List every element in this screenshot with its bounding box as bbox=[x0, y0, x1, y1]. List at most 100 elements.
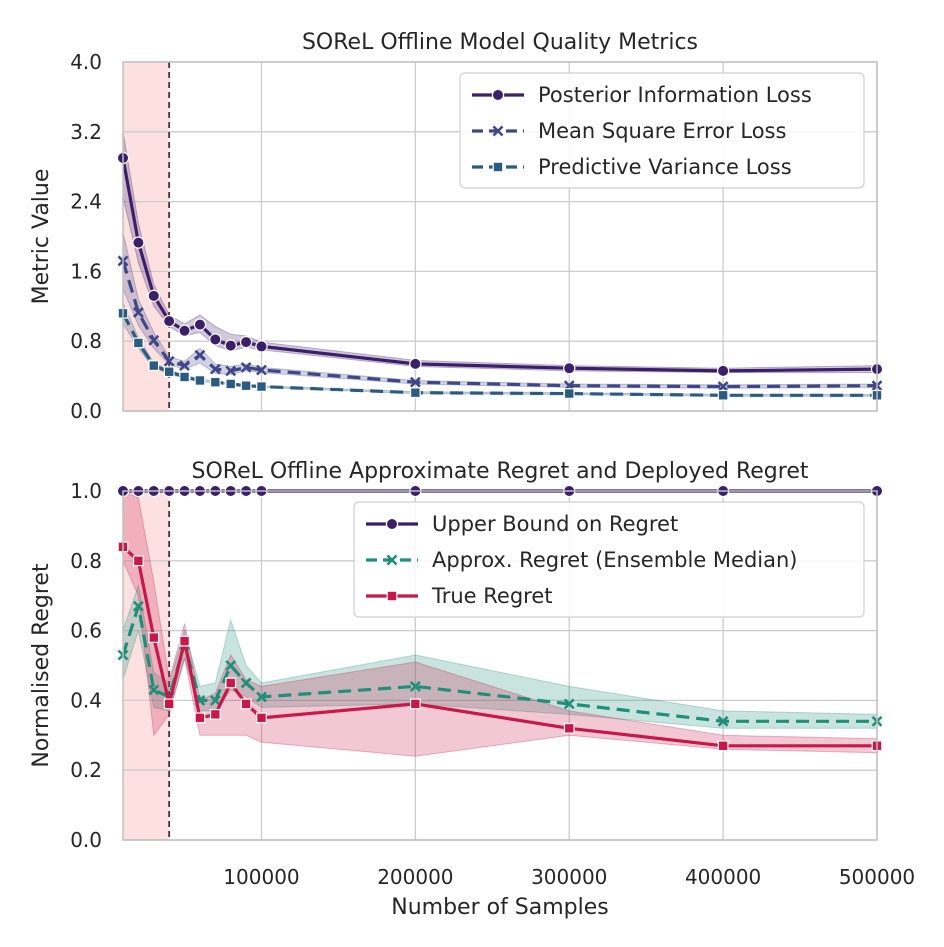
p1-point-2-2 bbox=[148, 632, 160, 643]
p1-point-2-8 bbox=[240, 698, 252, 710]
p1-y-tick-label: 0.4 bbox=[70, 688, 102, 712]
p0-point-0-12 bbox=[716, 364, 730, 378]
p0-point-1-12 bbox=[717, 381, 729, 392]
p1-legend-label-1: Approx. Regret (Ensemble Median) bbox=[432, 548, 798, 572]
p1-legend-marker-2 bbox=[386, 590, 398, 602]
p0-point-2-6 bbox=[209, 376, 221, 388]
p0-point-0-11 bbox=[563, 362, 576, 375]
p0-point-1-1 bbox=[132, 306, 144, 318]
p0-point-1-10 bbox=[409, 376, 421, 388]
p0-point-0-6 bbox=[209, 333, 222, 346]
p0-point-0-4 bbox=[178, 324, 191, 337]
p0-y-tick-label: 3.2 bbox=[70, 120, 102, 144]
p0-y-tick-label: 2.4 bbox=[70, 190, 102, 214]
p1-x-tick-label: 100000 bbox=[223, 865, 299, 889]
p0-chart-title: SOReL Offline Model Quality Metrics bbox=[302, 30, 698, 55]
p0-y-tick-label: 1.6 bbox=[70, 259, 102, 283]
p1-point-1-9 bbox=[256, 691, 267, 703]
p0-point-0-5 bbox=[193, 318, 207, 331]
p1-y-tick-label: 0.8 bbox=[70, 549, 102, 573]
p1-point-2-6 bbox=[209, 708, 221, 720]
p1-point-1-2 bbox=[148, 684, 160, 696]
p0-legend-label-1: Mean Square Error Loss bbox=[538, 119, 786, 143]
p0-point-0-9 bbox=[255, 340, 268, 353]
p1-chart-title: SOReL Offline Approximate Regret and Dep… bbox=[192, 459, 809, 484]
p1-point-1-1 bbox=[132, 600, 144, 612]
p0-point-1-7 bbox=[225, 365, 237, 377]
p1-legend-marker-1 bbox=[386, 554, 398, 566]
p0-point-2-7 bbox=[225, 378, 237, 390]
p1-point-2-5 bbox=[194, 712, 206, 724]
p0-legend-box bbox=[459, 72, 865, 189]
p0-point-1-9 bbox=[256, 364, 267, 376]
p1-point-2-10 bbox=[409, 698, 421, 710]
p0-legend-marker-0 bbox=[491, 88, 505, 102]
p1-point-2-12 bbox=[717, 740, 729, 752]
p0-legend-marker-2 bbox=[492, 161, 504, 173]
p1-plot-frame bbox=[122, 490, 878, 841]
p1-point-2-1 bbox=[132, 555, 144, 567]
p1-point-1-12 bbox=[717, 715, 729, 727]
panel-regret: 0.0 0.2 0.4 0.6 0.8 1.0 100000 200000 300000 4000… bbox=[29, 459, 915, 920]
p0-point-2-2 bbox=[148, 360, 160, 372]
p0-point-2-1 bbox=[132, 337, 144, 349]
p1-legend-box bbox=[353, 501, 865, 618]
p1-series-line-1 bbox=[121, 604, 877, 723]
p0-point-1-4 bbox=[179, 360, 190, 372]
p1-x-tick-label: 500000 bbox=[839, 865, 915, 889]
p1-point-2-9 bbox=[256, 712, 267, 724]
p0-legend-marker-1 bbox=[492, 125, 504, 137]
p0-point-1-5 bbox=[194, 349, 206, 361]
p0-point-2-4 bbox=[179, 371, 190, 383]
p0-point-0-2 bbox=[147, 289, 160, 303]
p1-x-axis-label: Number of Samples bbox=[391, 895, 609, 920]
p0-point-1-2 bbox=[148, 334, 160, 346]
p1-legend-label-0: Upper Bound on Regret bbox=[432, 512, 678, 536]
p1-legend-marker-0 bbox=[385, 517, 399, 531]
p0-y-axis-label: Metric Value bbox=[29, 169, 54, 305]
p1-point-2-7 bbox=[225, 677, 237, 689]
p1-legend-label-2: True Regret bbox=[431, 584, 553, 608]
p1-y-axis-label: Normalised Regret bbox=[29, 563, 54, 768]
p1-point-1-8 bbox=[240, 677, 252, 689]
p1-x-tick-label: 200000 bbox=[377, 865, 453, 889]
p1-point-1-10 bbox=[409, 681, 421, 692]
p1-x-tick-label: 300000 bbox=[531, 865, 607, 889]
p1-y-tick-label: 0.2 bbox=[70, 758, 102, 782]
p0-point-2-12 bbox=[717, 389, 729, 401]
p1-series-line-2 bbox=[121, 545, 877, 748]
p0-point-0-10 bbox=[409, 357, 422, 371]
p0-point-2-11 bbox=[563, 388, 575, 399]
p0-y-tick-label: 4.0 bbox=[70, 50, 102, 74]
panel-model-quality: 0.00.81.62.43.24.01000002000003000004000… bbox=[29, 30, 884, 423]
p1-point-1-6 bbox=[209, 694, 221, 706]
p1-point-1-7 bbox=[225, 660, 237, 671]
p0-point-0-3 bbox=[162, 314, 176, 328]
p0-y-tick-label: 0.0 bbox=[70, 399, 102, 423]
p0-point-0-8 bbox=[239, 335, 253, 349]
p1-y-tick-label: 0.0 bbox=[70, 828, 102, 852]
p0-point-1-3 bbox=[163, 355, 175, 367]
p1-point-2-11 bbox=[563, 722, 575, 734]
p0-point-2-5 bbox=[194, 375, 206, 386]
p0-point-2-9 bbox=[256, 381, 267, 392]
p1-y-tick-label: 1.0 bbox=[70, 479, 102, 503]
p0-legend-label-2: Predictive Variance Loss bbox=[538, 155, 792, 179]
p0-legend-label-0: Posterior Information Loss bbox=[538, 83, 812, 107]
p0-legend: Posterior Information Loss Mean Square Er… bbox=[459, 72, 865, 189]
p1-y-tick-label: 0.6 bbox=[70, 619, 102, 643]
p1-legend: Upper Bound on Regret Approx. Regret (Ens… bbox=[353, 501, 865, 618]
p0-point-2-8 bbox=[240, 380, 252, 392]
p1-point-2-4 bbox=[179, 635, 190, 647]
p0-point-0-1 bbox=[132, 236, 145, 249]
p0-point-0-7 bbox=[224, 339, 237, 352]
p1-x-tick-label: 400000 bbox=[685, 865, 761, 889]
p0-plot-frame bbox=[122, 61, 878, 412]
p0-point-1-8 bbox=[240, 361, 252, 373]
p0-y-tick-label: 0.8 bbox=[70, 329, 102, 353]
p0-point-2-3 bbox=[163, 366, 175, 378]
p0-point-1-6 bbox=[209, 363, 221, 375]
p1-point-1-11 bbox=[563, 698, 575, 710]
p1-point-2-3 bbox=[163, 698, 175, 710]
